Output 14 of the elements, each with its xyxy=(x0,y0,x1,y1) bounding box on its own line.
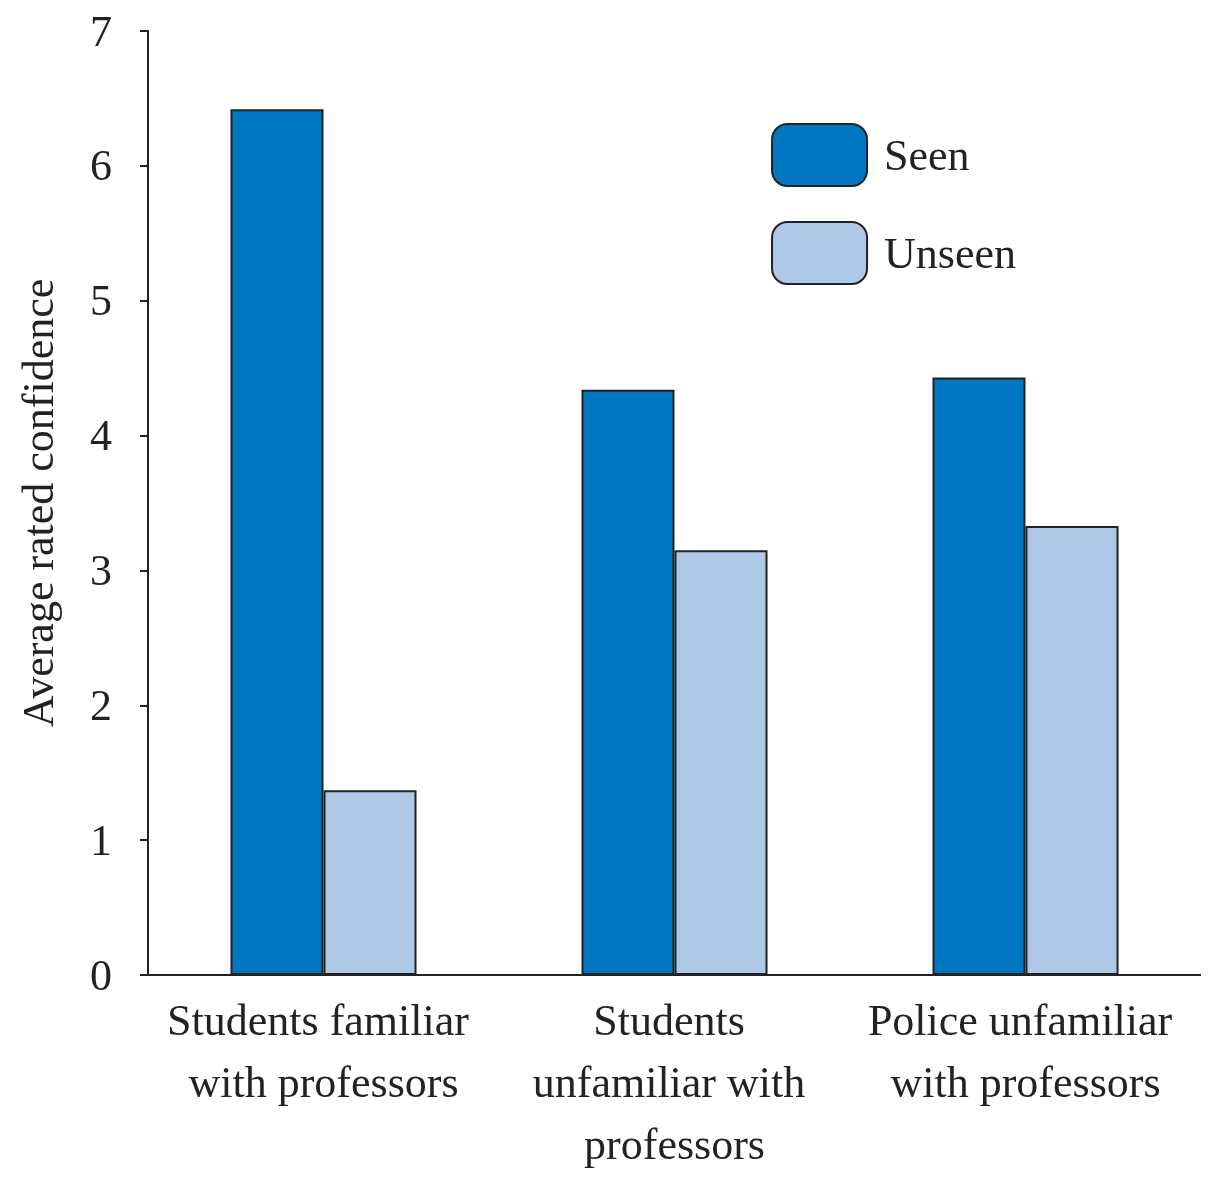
y-tick-label: 2 xyxy=(90,680,112,730)
y-axis-title: Average rated confidence xyxy=(13,278,63,728)
legend-label: Seen xyxy=(884,130,970,180)
y-tick-label: 3 xyxy=(90,545,112,595)
legend-label: Unseen xyxy=(884,228,1017,278)
y-tick-label: 5 xyxy=(90,276,112,326)
y-tick-label: 0 xyxy=(90,950,112,1000)
y-tick-label: 7 xyxy=(90,6,112,56)
x-tick-label: Students familiar with professors xyxy=(167,995,480,1107)
y-tick-label: 4 xyxy=(90,411,112,461)
y-tick-label: 6 xyxy=(90,141,112,191)
x-tick-label: Students unfamiliar with professors xyxy=(532,995,817,1169)
y-tick-label: 1 xyxy=(90,815,112,865)
x-tick-label: Police unfamiliar with professors xyxy=(867,995,1184,1107)
